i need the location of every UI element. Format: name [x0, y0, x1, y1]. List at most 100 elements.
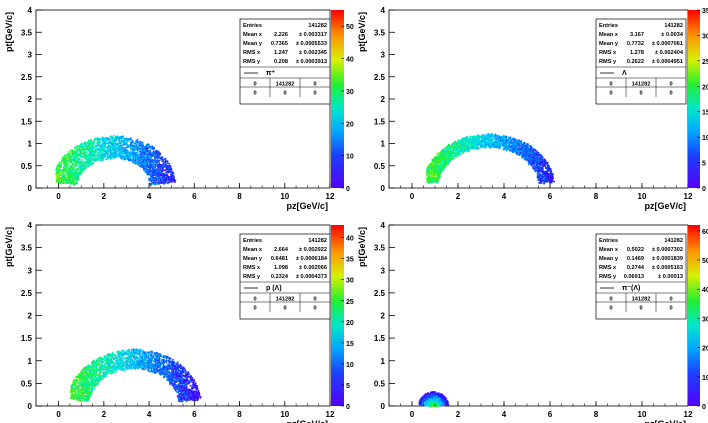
- x-tick-label: 2: [456, 410, 461, 419]
- y-tick-label: 2: [28, 312, 33, 321]
- y-tick-label: 1: [28, 140, 33, 149]
- legend-entry: π⁻(Λ): [622, 285, 640, 292]
- legend-entry: p (Λ): [266, 285, 282, 292]
- stats-error: ± 0.0006184: [296, 256, 328, 262]
- palette-tick-label: 0: [346, 404, 350, 411]
- stats-value: 0.06913: [624, 274, 644, 280]
- stats-grid-cell: 0: [639, 306, 642, 312]
- palette-tick-label: 25: [702, 59, 708, 66]
- stats-error: ± 0.0001839: [652, 256, 683, 262]
- stats-value: 1.278: [630, 50, 644, 56]
- stats-value: 3.167: [630, 32, 644, 38]
- x-tick-label: 10: [638, 410, 647, 419]
- stats-label: RMS x: [599, 265, 617, 271]
- stats-label: RMS y: [243, 274, 261, 280]
- palette-tick-label: 40: [702, 287, 708, 294]
- stats-label: Entries: [243, 238, 262, 244]
- x-tick-label: 12: [684, 410, 693, 419]
- stats-grid-cell: 0: [313, 297, 316, 303]
- stats-grid-cell: 0: [669, 297, 672, 303]
- stats-label: RMS x: [599, 50, 617, 56]
- stats-grid-cell: 141282: [632, 297, 651, 303]
- palette-tick-label: 30: [702, 33, 708, 40]
- stats-value: 1.098: [274, 265, 288, 271]
- histogram-panel-1: 0 2 4 6 8 10 12 0 0.5 1 1.5 2 2.5 3 3.5 4 pz[GeV/c] pt[Ge…: [4, 6, 354, 211]
- x-tick-label: 10: [638, 192, 647, 201]
- y-tick-label: 0: [381, 402, 386, 411]
- stats-label: Mean y: [243, 256, 263, 262]
- stats-error: ± 0.00013: [658, 274, 683, 280]
- palette-tick-label: 10: [702, 375, 708, 382]
- histogram-panel-4: 0 2 4 6 8 10 12 0 0.5 1 1.5 2 2.5 3 3.5 4 pz[GeV/c] pt[Ge…: [357, 221, 708, 423]
- stats-label: RMS x: [243, 50, 261, 56]
- y-tick-label: 0.5: [374, 379, 386, 388]
- palette-tick-label: 15: [702, 110, 708, 117]
- stats-value: 2.226: [274, 32, 288, 38]
- stats-error: ± 0.0034: [661, 32, 684, 38]
- stats-label: RMS y: [599, 274, 617, 280]
- x-tick-label: 12: [684, 192, 693, 201]
- stats-grid-cell: 0: [669, 91, 672, 97]
- y-tick-label: 3.5: [374, 28, 386, 37]
- stats-label: Mean y: [243, 41, 263, 47]
- x-tick-label: 2: [456, 192, 461, 201]
- stats-value: 2.664: [274, 247, 289, 253]
- palette-tick-label: 20: [702, 346, 708, 353]
- palette-tick-label: 30: [702, 316, 708, 323]
- stats-label: RMS y: [243, 59, 261, 65]
- y-tick-label: 1: [381, 357, 386, 366]
- stats-label: RMS y: [599, 59, 617, 65]
- stats-label: Mean y: [599, 256, 619, 262]
- palette-tick-label: 15: [346, 341, 354, 348]
- y-axis-label: pt[GeV/c]: [4, 12, 14, 52]
- stats-value: 141282: [664, 23, 683, 29]
- y-tick-label: 3: [28, 266, 33, 275]
- x-axis-label: pz[GeV/c]: [286, 419, 328, 423]
- x-tick-label: 10: [280, 192, 289, 201]
- y-tick-label: 0.5: [21, 162, 33, 171]
- stats-error: ± 0.003317: [299, 32, 327, 38]
- x-tick-label: 8: [594, 192, 599, 201]
- stats-grid-cell: 0: [669, 82, 672, 88]
- x-tick-label: 6: [548, 410, 553, 419]
- stats-value: 141282: [664, 238, 683, 244]
- x-tick-label: 4: [147, 192, 152, 201]
- x-tick-label: 6: [192, 410, 197, 419]
- y-tick-label: 1: [381, 140, 386, 149]
- y-tick-label: 2: [381, 312, 386, 321]
- stats-label: Entries: [599, 23, 618, 29]
- stats-grid-cell: 0: [313, 306, 316, 312]
- y-tick-label: 1: [28, 357, 33, 366]
- x-tick-label: 4: [147, 410, 152, 419]
- x-tick-label: 6: [548, 192, 553, 201]
- stats-label: Mean y: [599, 41, 619, 47]
- stats-grid-cell: 141282: [276, 297, 295, 303]
- histogram-panel-2: 0 2 4 6 8 10 12 0 0.5 1 1.5 2 2.5 3 3.5 4 pz[GeV/c] pt[Ge…: [357, 6, 708, 211]
- y-tick-label: 1.5: [374, 117, 386, 126]
- legend-entry: π⁺: [266, 70, 275, 77]
- stats-error: ± 0.0004373: [296, 274, 327, 280]
- stats-box: Entries 141282 Mean x 3.167 ± 0.0034 Mean y 0.…: [595, 18, 687, 105]
- palette-tick-label: 30: [346, 89, 354, 96]
- y-tick-label: 4: [28, 221, 33, 230]
- stats-error: ± 0.0005163: [652, 265, 683, 271]
- y-tick-label: 3.5: [21, 244, 33, 253]
- stats-label: RMS x: [243, 265, 261, 271]
- stats-grid-cell: 0: [283, 306, 286, 312]
- stats-value: 141282: [308, 238, 327, 244]
- y-tick-label: 1.5: [374, 334, 386, 343]
- y-tick-label: 2.5: [374, 73, 386, 82]
- stats-grid-cell: 0: [253, 297, 256, 303]
- stats-value: 0.2622: [627, 59, 644, 65]
- stats-grid-cell: 0: [253, 306, 256, 312]
- palette-tick-label: 40: [346, 236, 354, 243]
- y-tick-label: 4: [28, 6, 33, 15]
- y-tick-label: 0.5: [374, 162, 386, 171]
- y-tick-label: 4: [381, 221, 386, 230]
- x-tick-label: 2: [102, 410, 107, 419]
- palette-tick-label: 35: [702, 8, 708, 15]
- color-palette: [331, 225, 344, 406]
- stats-value: 0.7365: [271, 41, 288, 47]
- stats-box: Entries 141282 Mean x 0.5022 ± 0.0007302 Mean…: [595, 233, 687, 320]
- y-tick-label: 1.5: [21, 334, 33, 343]
